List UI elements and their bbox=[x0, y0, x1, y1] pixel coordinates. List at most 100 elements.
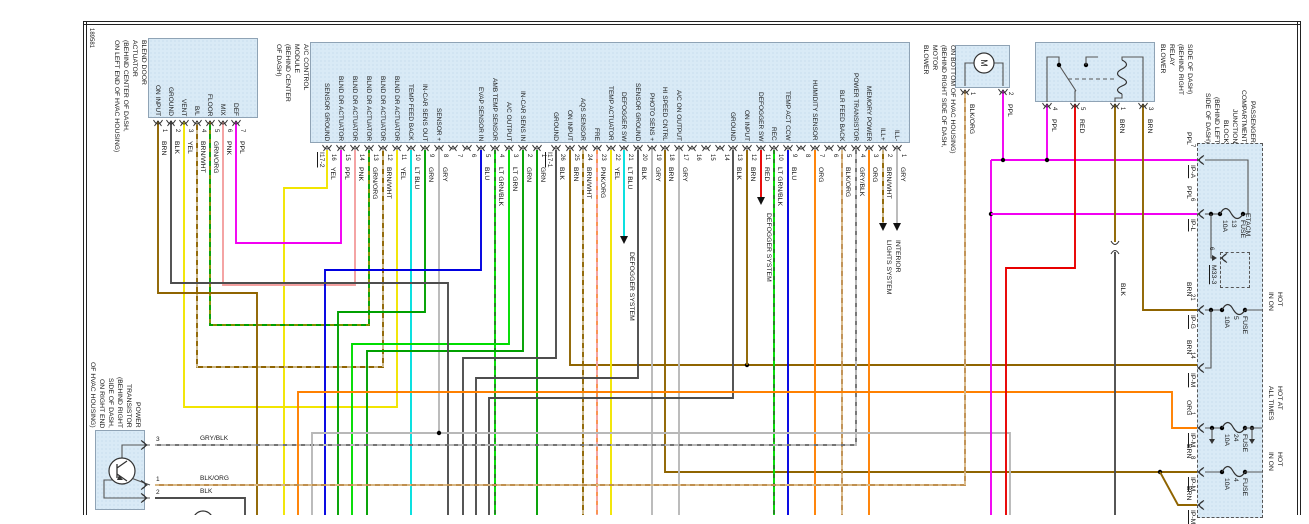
pin-glyph bbox=[728, 144, 738, 150]
relay-coil-symbol bbox=[1116, 59, 1128, 95]
pin-glyph bbox=[675, 145, 683, 152]
fuse-symbol bbox=[1221, 303, 1246, 316]
wire-pnk-2 bbox=[222, 121, 356, 286]
pin-glyph bbox=[879, 145, 887, 152]
wire-brn-24 bbox=[664, 150, 1197, 473]
pin-glyph bbox=[960, 88, 970, 94]
junction-dot bbox=[1044, 157, 1050, 163]
pin-glyph bbox=[378, 144, 388, 150]
pin-glyph bbox=[407, 145, 415, 152]
pin-glyph bbox=[729, 145, 737, 152]
wire-brn-25 bbox=[1159, 471, 1197, 506]
pin-glyph bbox=[716, 145, 724, 152]
motor-symbol-letter: M bbox=[979, 59, 989, 67]
pin-glyph bbox=[1138, 102, 1148, 108]
pin-glyph bbox=[797, 145, 805, 152]
pin-glyph bbox=[865, 145, 873, 152]
wire-blk-27 bbox=[488, 150, 734, 515]
pin-glyph bbox=[551, 144, 561, 150]
feed-arrow bbox=[1209, 439, 1215, 444]
pin-glyph bbox=[206, 120, 214, 127]
wire-stripe bbox=[196, 121, 384, 368]
wire-yel-5 bbox=[183, 121, 398, 408]
pin-glyph bbox=[518, 144, 528, 150]
wire-int-71 bbox=[121, 444, 150, 458]
pin-glyph bbox=[477, 145, 485, 152]
pin-glyph bbox=[566, 145, 574, 152]
wire-red-47 bbox=[1005, 104, 1076, 515]
wire-gry-blk-34 bbox=[155, 150, 857, 446]
wire-lt-grn-11 bbox=[351, 150, 510, 515]
wire-stripe bbox=[155, 90, 966, 486]
fuse-symbol bbox=[1219, 207, 1244, 220]
motor-symbol bbox=[973, 52, 995, 74]
wire-grn-7 bbox=[337, 150, 426, 515]
pin-glyph bbox=[505, 145, 513, 152]
pin-glyph bbox=[620, 145, 628, 152]
flow-arrow bbox=[879, 223, 887, 231]
etacm-connector-box bbox=[1220, 252, 1250, 288]
pin-glyph bbox=[1042, 102, 1052, 108]
wire-brn-50 bbox=[1142, 104, 1197, 311]
wire-yel-0 bbox=[283, 150, 328, 515]
pin-glyph bbox=[619, 144, 629, 150]
pin-glyph bbox=[1043, 103, 1051, 110]
pin-glyph bbox=[364, 144, 374, 150]
pin-glyph bbox=[406, 144, 416, 150]
wire-stripe bbox=[209, 121, 370, 326]
pin-glyph bbox=[811, 145, 819, 152]
cutoff-component-symbol bbox=[194, 510, 212, 515]
pin-glyph bbox=[893, 145, 901, 152]
pin-glyph bbox=[1197, 306, 1204, 314]
pin-glyph bbox=[379, 145, 387, 152]
feed-arrow bbox=[1249, 439, 1255, 444]
transistor-legs bbox=[116, 460, 128, 482]
pin-glyph bbox=[533, 145, 541, 152]
wire-ppl-1 bbox=[235, 121, 342, 244]
wire-int-73 bbox=[103, 479, 150, 499]
junction-dot bbox=[436, 430, 442, 436]
pin-glyph bbox=[634, 145, 642, 152]
pin-glyph bbox=[193, 120, 201, 127]
pin-glyph bbox=[998, 88, 1008, 94]
pin-glyph bbox=[852, 145, 860, 152]
wire-brn-17 bbox=[569, 150, 1197, 366]
pin-glyph bbox=[810, 144, 820, 150]
pin-glyph bbox=[661, 145, 669, 152]
wire-blk-22 bbox=[475, 150, 639, 515]
pin-glyph bbox=[449, 145, 457, 152]
pin-glyph bbox=[742, 144, 752, 150]
fuse-symbol bbox=[1221, 465, 1246, 478]
pin-glyph bbox=[783, 144, 793, 150]
pin-glyph bbox=[192, 119, 202, 125]
pin-glyph bbox=[878, 144, 888, 150]
pin-glyph bbox=[743, 145, 751, 152]
pin-glyph bbox=[490, 144, 500, 150]
pin-glyph bbox=[154, 120, 162, 127]
pin-glyph bbox=[999, 89, 1007, 96]
wire-int-51 bbox=[1205, 159, 1249, 215]
pin-glyph bbox=[579, 145, 587, 152]
pin-glyph bbox=[1197, 156, 1204, 164]
wire-blu-9 bbox=[324, 150, 482, 515]
pin-glyph bbox=[323, 145, 331, 152]
wire-int-63 bbox=[964, 62, 974, 86]
junction-dot bbox=[1056, 62, 1062, 68]
wire-int-65 bbox=[1046, 56, 1060, 102]
wire-blk-15 bbox=[170, 121, 449, 515]
fuse-symbol bbox=[1221, 421, 1246, 434]
junction-block-box bbox=[1197, 143, 1263, 518]
pin-glyph bbox=[1070, 102, 1080, 108]
wire-grn-12 bbox=[366, 150, 524, 515]
pin-glyph bbox=[1071, 103, 1079, 110]
pin-glyph bbox=[435, 145, 443, 152]
wire-int-53 bbox=[1210, 214, 1212, 259]
pin-glyph bbox=[180, 120, 188, 127]
wire-stripe bbox=[155, 150, 857, 446]
pin-glyph bbox=[491, 145, 499, 152]
blend-door-actuator-box bbox=[148, 38, 258, 118]
pin-glyph bbox=[365, 145, 373, 152]
pin-glyph bbox=[1110, 102, 1120, 108]
pin-glyph bbox=[674, 144, 684, 150]
